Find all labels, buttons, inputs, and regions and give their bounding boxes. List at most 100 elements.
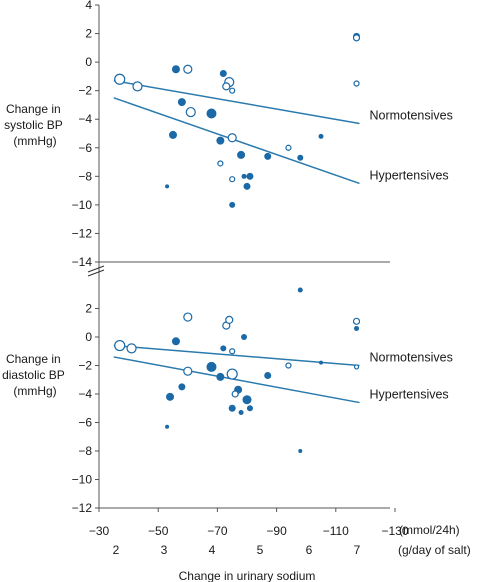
data-point-open [227, 133, 237, 143]
data-point-open [183, 366, 193, 376]
regression-lines [113, 79, 360, 404]
data-point-filled [206, 108, 217, 119]
y-label-line: Change in [6, 102, 61, 116]
data-point-open [132, 81, 143, 92]
data-point-filled [241, 173, 247, 179]
data-point-open [222, 82, 231, 91]
data-point-open [225, 315, 234, 324]
regression-line-hypertensives [113, 356, 360, 404]
y-tick-label: 2 [85, 302, 92, 316]
y-tick-label: 2 [85, 27, 92, 41]
data-point-filled [216, 136, 225, 145]
data-point-open [352, 317, 361, 325]
data-point-open [114, 339, 126, 352]
data-point-filled [297, 287, 303, 293]
series-label: Normotensives [369, 351, 452, 365]
y-tick-label: −4 [78, 112, 92, 126]
y-tick-label: 0 [85, 55, 92, 69]
data-point-filled [241, 334, 248, 340]
regression-line-normotensives [113, 79, 360, 125]
data-point-filled [298, 449, 303, 453]
data-point-open [229, 176, 236, 183]
data-point-filled [171, 65, 180, 74]
data-point-filled [220, 345, 227, 352]
data-point-filled [178, 383, 186, 391]
data-point-filled [319, 360, 323, 365]
y-axis-label-diastolic: Change in diastolic BP (mmHg) [2, 352, 68, 398]
data-point-filled [206, 361, 217, 372]
x2-tick-label: 6 [306, 543, 313, 557]
y-tick-label: 0 [85, 330, 92, 344]
data-point-open [229, 348, 236, 355]
data-point-open [285, 144, 292, 151]
data-point-filled [242, 395, 252, 405]
data-point-filled [246, 405, 253, 412]
regression-line-hypertensives [113, 97, 360, 185]
x-tick-label: −50 [148, 524, 169, 538]
y-tick-label: −10 [72, 198, 93, 212]
x-axis-unit-salt: (g/day of salt) [398, 543, 471, 557]
x2-tick-label: 5 [257, 543, 264, 557]
y-tick-label: −6 [78, 141, 92, 155]
x2-tick-label: 2 [113, 543, 120, 557]
data-point-filled [243, 182, 251, 190]
x2-tick-label: 3 [161, 543, 168, 557]
y-tick-label: −6 [78, 416, 92, 430]
data-points [114, 32, 361, 453]
data-point-filled [354, 325, 360, 331]
data-point-filled [169, 130, 177, 139]
data-point-open [126, 343, 137, 354]
data-point-filled [165, 424, 170, 429]
x-tick-label: −30 [89, 524, 110, 538]
data-point-filled [216, 372, 225, 381]
data-point-filled [237, 150, 246, 159]
data-point-open [217, 160, 224, 167]
data-point-open [183, 312, 193, 322]
series-label: Normotensives [369, 109, 452, 123]
y-label-line: (mmHg) [13, 134, 56, 148]
y-tick-label: −12 [72, 226, 93, 240]
y-label-line: Change in [6, 352, 61, 366]
series-labels: Normotensives Hypertensives Normotensives H… [369, 109, 452, 402]
y-tick-label: −12 [72, 501, 93, 515]
x-tick-label: −70 [207, 524, 228, 538]
data-point-open [183, 64, 193, 74]
x-tick-label: −90 [266, 524, 287, 538]
data-point-open [185, 106, 196, 118]
y-tick-label: −8 [78, 169, 92, 183]
y-tick-label: −4 [78, 387, 92, 401]
x-tick-label: −110 [323, 524, 349, 538]
data-point-open [285, 362, 292, 369]
data-point-filled [165, 184, 170, 189]
y-label-line: (mmHg) [13, 384, 56, 398]
y-tick-label: −14 [72, 255, 93, 269]
data-point-open [352, 34, 361, 42]
data-point-filled [264, 152, 272, 160]
data-point-filled [318, 133, 324, 139]
y-tick-label: −8 [78, 444, 92, 458]
x-axis-unit-mmol: (mmol/24h) [399, 523, 460, 537]
series-label: Hypertensives [369, 388, 448, 402]
data-point-filled [238, 410, 244, 416]
data-point-open [114, 73, 126, 85]
x-axis-title: Change in urinary sodium [179, 569, 316, 582]
data-point-filled [264, 371, 272, 379]
regression-line-normotensives [113, 344, 360, 367]
data-point-filled [219, 70, 227, 78]
data-point-filled [229, 201, 236, 208]
data-point-open [226, 368, 238, 380]
ticks: 4 2 0 −2 −4 −6 −8 −10 −12 −14 2 0 −2 −4 −6 −8 −10 −12 −30 −… [72, 0, 409, 557]
data-point-open [229, 87, 236, 94]
y-label-line: diastolic BP [2, 368, 65, 382]
x-tick-label: −130 [381, 524, 408, 538]
y-tick-label: −10 [72, 473, 93, 487]
y-tick-label: −2 [78, 359, 92, 373]
y-tick-label: 4 [85, 0, 92, 12]
axis-break-mark [87, 265, 105, 277]
data-point-open [353, 364, 360, 370]
data-point-open [231, 390, 239, 398]
data-point-filled [246, 172, 254, 180]
data-point-filled [171, 337, 180, 346]
data-point-filled [177, 98, 186, 107]
